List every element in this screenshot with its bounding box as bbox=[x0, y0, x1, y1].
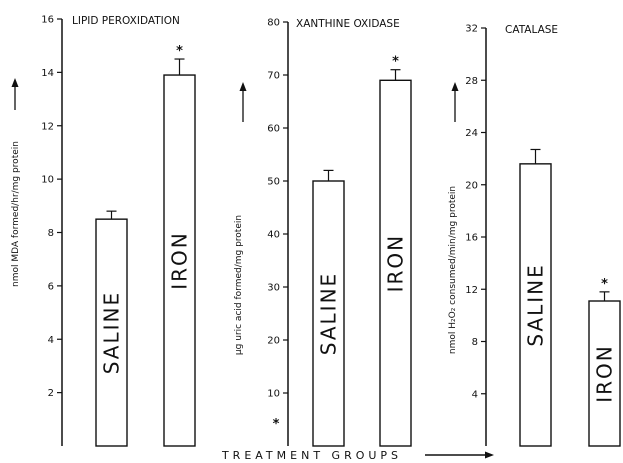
bar bbox=[588, 300, 621, 447]
y-tick-label: 2 bbox=[48, 388, 54, 399]
chart-title: CATALASE bbox=[505, 24, 558, 36]
y-tick-label: 8 bbox=[472, 337, 478, 348]
y-tick-label: 16 bbox=[41, 15, 54, 26]
significance-marker: * bbox=[601, 277, 608, 292]
significance-marker: * bbox=[392, 55, 399, 70]
bar-category-label: SALINE bbox=[524, 263, 548, 346]
y-tick-label: 28 bbox=[465, 76, 478, 87]
bar-category-label: IRON bbox=[384, 234, 408, 293]
y-tick-label: 16 bbox=[465, 233, 478, 244]
up-arrow-head bbox=[239, 82, 247, 91]
y-axis-label: µg uric acid formed/mg protein bbox=[234, 215, 244, 355]
stray-asterisk-mark: * bbox=[273, 417, 280, 432]
y-tick-label: 70 bbox=[267, 71, 280, 82]
y-tick-label: 12 bbox=[465, 285, 478, 296]
bar bbox=[519, 163, 552, 447]
y-tick-label: 80 bbox=[267, 18, 280, 29]
chart-title: LIPID PEROXIDATION bbox=[72, 15, 180, 27]
y-axis-label: nmol MDA formed/hr/mg protein bbox=[11, 141, 21, 287]
y-tick-label: 40 bbox=[267, 230, 280, 241]
y-tick-label: 4 bbox=[48, 335, 54, 346]
y-tick-label: 30 bbox=[267, 283, 280, 294]
bar-category-label: SALINE bbox=[317, 272, 341, 355]
y-tick-label: 10 bbox=[267, 389, 280, 400]
bar bbox=[379, 79, 412, 447]
chart-panel: CATALASE 4 8 12 16 20 24 28 32 nmol H₂O₂ consumed… bbox=[448, 24, 621, 447]
y-tick-label: 14 bbox=[41, 68, 54, 79]
chart-title: XANTHINE OXIDASE bbox=[296, 18, 400, 30]
y-tick-label: 32 bbox=[465, 24, 478, 35]
y-tick-label: 8 bbox=[48, 228, 54, 239]
up-arrow-icon bbox=[11, 78, 19, 110]
y-tick-label: 60 bbox=[267, 124, 280, 135]
y-tick-label: 12 bbox=[41, 121, 54, 132]
x-axis-arrow-icon bbox=[425, 451, 494, 459]
bar-category-label: IRON bbox=[168, 231, 192, 290]
up-arrow-head bbox=[11, 78, 19, 87]
y-tick-label: 4 bbox=[472, 389, 478, 400]
y-tick-label: 6 bbox=[48, 281, 54, 292]
y-tick-label: 20 bbox=[267, 336, 280, 347]
y-tick-label: 10 bbox=[41, 175, 54, 186]
up-arrow-head bbox=[451, 82, 459, 91]
y-tick-label: 20 bbox=[465, 180, 478, 191]
chart-panel: XANTHINE OXIDASE 10 20 30 40 50 60 70 80 µg uric … bbox=[234, 18, 412, 447]
up-arrow-icon bbox=[239, 82, 247, 122]
up-arrow-icon bbox=[451, 82, 459, 122]
chart-panel: LIPID PEROXIDATION 2 4 6 8 10 12 14 16 nmol MDA f… bbox=[11, 15, 196, 447]
y-tick-label: 24 bbox=[465, 128, 478, 139]
bar-category-label: IRON bbox=[593, 344, 617, 403]
bar-category-label: SALINE bbox=[100, 291, 124, 374]
y-tick-label: 50 bbox=[267, 177, 280, 188]
y-axis-label: nmol H₂O₂ consumed/min/mg protein bbox=[448, 186, 458, 354]
x-axis-label: TREATMENT GROUPS bbox=[221, 449, 402, 462]
significance-marker: * bbox=[176, 44, 183, 59]
